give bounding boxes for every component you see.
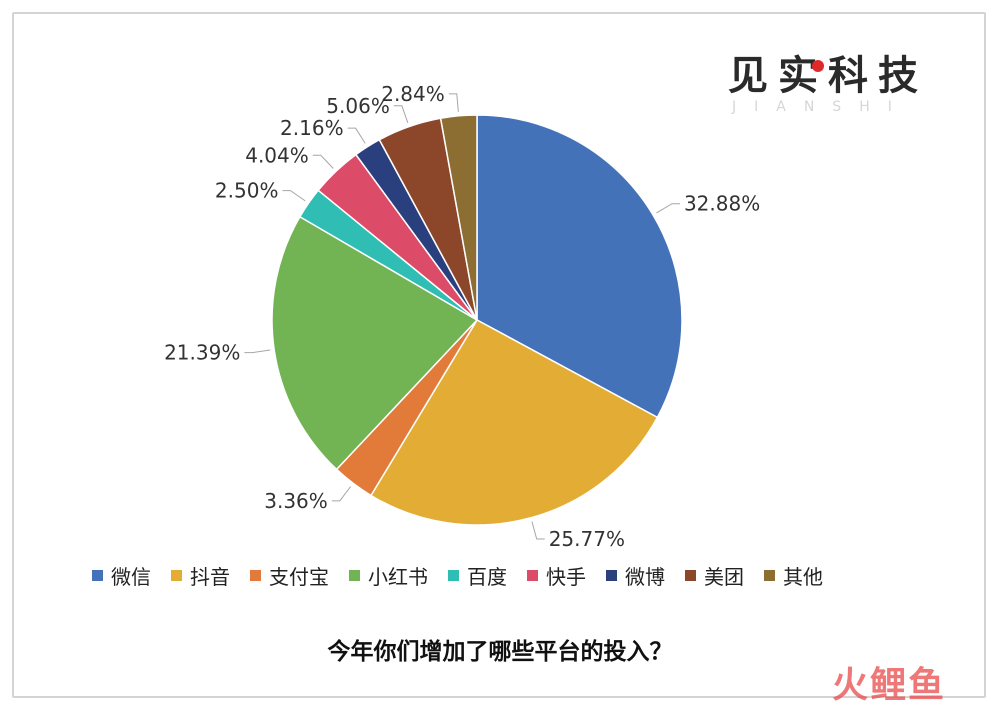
data-label: 2.84%: [381, 82, 445, 106]
legend-label: 快手: [546, 564, 586, 589]
legend-swatch: [685, 569, 696, 581]
data-label: 2.16%: [280, 116, 344, 140]
legend-swatch: [527, 569, 538, 581]
legend-swatch: [764, 569, 775, 581]
watermark-logo: 火鲤鱼: [832, 665, 947, 706]
pie-slice: [476, 114, 683, 419]
legend-swatch: [92, 569, 103, 581]
data-label: 4.04%: [245, 143, 309, 167]
legend-label: 小红书: [368, 564, 428, 589]
chart-legend: 微信 抖音 支付宝 小红书 百度 快手 微博 美团 其他: [92, 560, 952, 590]
legend-swatch: [349, 569, 360, 581]
leader-line: [331, 486, 352, 502]
legend-label: 抖音: [190, 564, 230, 589]
data-label: 5.06%: [326, 94, 390, 118]
data-label: 32.88%: [684, 192, 760, 216]
legend-item: 美团: [685, 561, 744, 590]
brand-name: 见实科技: [728, 53, 928, 99]
legend-item: 百度: [448, 561, 507, 590]
leader-line: [448, 93, 459, 112]
legend-item: 微博: [606, 561, 665, 590]
legend-label: 支付宝: [269, 564, 329, 589]
pie-slice: [271, 215, 479, 471]
data-label: 2.50%: [215, 179, 279, 203]
leader-line: [531, 521, 545, 540]
chart-caption: 今年你们增加了哪些平台的投入？: [327, 639, 673, 665]
brand-dot: [812, 60, 824, 72]
legend-item: 抖音: [171, 561, 230, 590]
brand-subtitle: JIANSHI: [732, 99, 910, 115]
legend-label: 微博: [625, 564, 665, 589]
legend-swatch: [171, 569, 182, 581]
leader-line: [656, 203, 680, 214]
pie-slice: [439, 114, 478, 321]
legend-item: 其他: [764, 561, 823, 590]
legend-item: 快手: [527, 561, 586, 590]
pie-slice: [369, 319, 659, 526]
data-labels: 32.88% 25.77% 3.36% 21.39% 2.50% 4.04% 2.16%5.…: [164, 82, 760, 551]
leader-line: [244, 349, 271, 354]
legend-item: 小红书: [349, 561, 428, 590]
legend-swatch: [250, 569, 261, 581]
legend-label: 其他: [783, 564, 823, 589]
data-label: 3.36%: [264, 489, 328, 513]
legend-label: 微信: [111, 564, 151, 589]
leader-line: [393, 105, 409, 123]
leader-line: [347, 127, 366, 144]
leader-line: [312, 154, 334, 169]
data-label: 25.77%: [549, 527, 625, 551]
legend-swatch: [448, 569, 459, 581]
legend-item: 微信: [92, 561, 151, 590]
legend-item: 支付宝: [250, 561, 329, 590]
pie-slices: [271, 114, 683, 526]
legend-swatch: [606, 569, 617, 581]
legend-label: 百度: [467, 564, 507, 589]
leader-line: [282, 190, 306, 202]
legend-label: 美团: [704, 564, 744, 589]
brand-logo: 见实科技 JIANSHI: [728, 52, 942, 122]
label-leader-lines: [244, 93, 680, 540]
data-label: 21.39%: [164, 341, 240, 365]
